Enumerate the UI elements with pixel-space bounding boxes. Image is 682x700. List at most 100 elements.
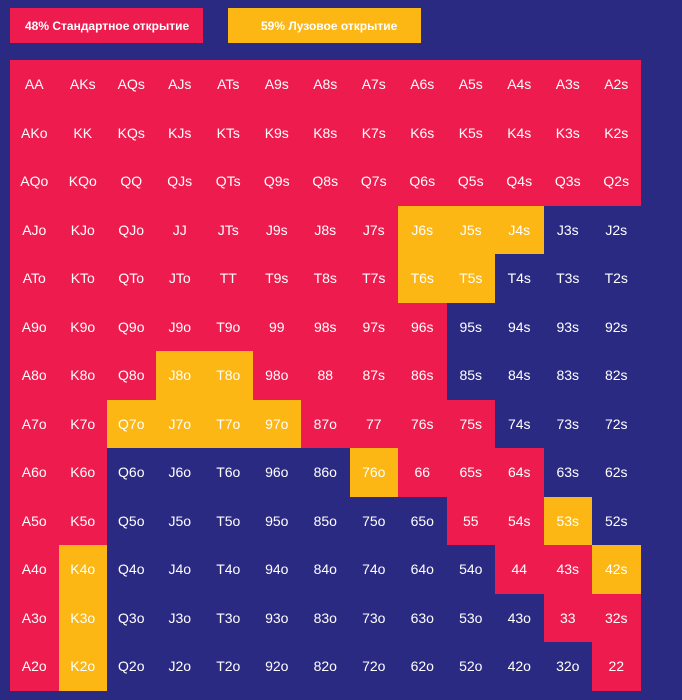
hand-cell: 42o — [495, 642, 544, 691]
hand-cell: K4o — [58, 545, 107, 594]
hand-cell: Q6o — [107, 448, 156, 497]
hand-cell: A6o — [10, 448, 59, 497]
hand-cell: 74s — [495, 399, 544, 448]
hand-cell: 76o — [349, 448, 398, 497]
hand-cell: 98s — [301, 302, 350, 351]
hand-cell: 97s — [349, 302, 398, 351]
hand-cell: J9s — [252, 205, 301, 254]
hand-cell: J8o — [155, 351, 204, 400]
hand-cell: K3s — [543, 108, 592, 157]
hand-cell: K2s — [592, 108, 641, 157]
hand-cell: 82o — [301, 642, 350, 691]
hand-cell: 85s — [446, 351, 495, 400]
hand-cell: A4o — [10, 545, 59, 594]
hand-cell: A9o — [10, 302, 59, 351]
hand-cell: J4s — [495, 205, 544, 254]
hand-cell: 94s — [495, 302, 544, 351]
hand-cell: 55 — [446, 496, 495, 545]
legend-loose-label: 59% Лузовое открытие — [261, 18, 398, 33]
hand-cell: 54o — [446, 545, 495, 594]
hand-cell: A6s — [398, 60, 447, 109]
hand-cell: 94o — [252, 545, 301, 594]
hand-cell: 54s — [495, 496, 544, 545]
hand-cell: KQo — [58, 157, 107, 206]
hand-cell: K9o — [58, 302, 107, 351]
hand-cell: J7o — [155, 399, 204, 448]
hand-cell: J9o — [155, 302, 204, 351]
hand-cell: 72s — [592, 399, 641, 448]
hand-cell: Q7o — [107, 399, 156, 448]
hand-cell: 83o — [301, 593, 350, 642]
hand-cell: K6s — [398, 108, 447, 157]
hand-cell: 66 — [398, 448, 447, 497]
hand-cell: J8s — [301, 205, 350, 254]
hand-cell: T8o — [204, 351, 253, 400]
hand-cell: J4o — [155, 545, 204, 594]
hand-cell: Q8o — [107, 351, 156, 400]
hand-cell: T5s — [446, 254, 495, 303]
hand-cell: 99 — [252, 302, 301, 351]
hand-cell: A9s — [252, 60, 301, 109]
hand-cell: T8s — [301, 254, 350, 303]
hand-cell: KTo — [58, 254, 107, 303]
hand-cell: KJs — [155, 108, 204, 157]
hand-cell: 96s — [398, 302, 447, 351]
hand-cell: J7s — [349, 205, 398, 254]
hand-cell: T4s — [495, 254, 544, 303]
hand-cell: 75o — [349, 496, 398, 545]
legend-standard-label: 48% Стандартное открытие — [25, 18, 190, 33]
hand-cell: K7o — [58, 399, 107, 448]
hand-cell: Q9o — [107, 302, 156, 351]
hand-cell: QTo — [107, 254, 156, 303]
hand-cell: J5o — [155, 496, 204, 545]
hand-cell: A7s — [349, 60, 398, 109]
hand-cell: Q6s — [398, 157, 447, 206]
hand-cell: 88 — [301, 351, 350, 400]
hand-cell: 53o — [446, 593, 495, 642]
hand-cell: 87s — [349, 351, 398, 400]
hand-cell: 63o — [398, 593, 447, 642]
hand-cell: K4s — [495, 108, 544, 157]
hand-cell: QJs — [155, 157, 204, 206]
hand-cell: 43s — [543, 545, 592, 594]
hand-cell: 75s — [446, 399, 495, 448]
hand-cell: 95s — [446, 302, 495, 351]
hand-cell: K3o — [58, 593, 107, 642]
hand-cell: AKs — [58, 60, 107, 109]
hand-cell: K2o — [58, 642, 107, 691]
hand-cell: Q2s — [592, 157, 641, 206]
hand-cell: 92s — [592, 302, 641, 351]
hand-cell: K9s — [252, 108, 301, 157]
hand-cell: AQs — [107, 60, 156, 109]
hand-cell: JTo — [155, 254, 204, 303]
hand-cell: A8s — [301, 60, 350, 109]
hand-range-grid: AA AKs AQs AJs ATs A9s A8s A7s A6s A5s A4s A3s A2s AK… — [10, 60, 641, 691]
hand-cell: T9o — [204, 302, 253, 351]
hand-cell: 65o — [398, 496, 447, 545]
hand-cell: T4o — [204, 545, 253, 594]
hand-cell: A5s — [446, 60, 495, 109]
hand-cell: A3s — [543, 60, 592, 109]
hand-cell: 83s — [543, 351, 592, 400]
hand-cell: 32s — [592, 593, 641, 642]
hand-cell: AJo — [10, 205, 59, 254]
hand-cell: ATo — [10, 254, 59, 303]
hand-cell: 44 — [495, 545, 544, 594]
hand-cell: 77 — [349, 399, 398, 448]
hand-cell: AQo — [10, 157, 59, 206]
hand-cell: T7o — [204, 399, 253, 448]
hand-cell: 64o — [398, 545, 447, 594]
hand-cell: KTs — [204, 108, 253, 157]
hand-cell: 52o — [446, 642, 495, 691]
hand-cell: A2s — [592, 60, 641, 109]
hand-cell: 93s — [543, 302, 592, 351]
hand-cell: T7s — [349, 254, 398, 303]
hand-cell: 73o — [349, 593, 398, 642]
hand-cell: 96o — [252, 448, 301, 497]
hand-cell: K8o — [58, 351, 107, 400]
hand-cell: 82s — [592, 351, 641, 400]
hand-cell: KJo — [58, 205, 107, 254]
legend-loose-open: 59% Лузовое открытие — [228, 8, 421, 43]
hand-cell: 92o — [252, 642, 301, 691]
hand-cell: Q9s — [252, 157, 301, 206]
